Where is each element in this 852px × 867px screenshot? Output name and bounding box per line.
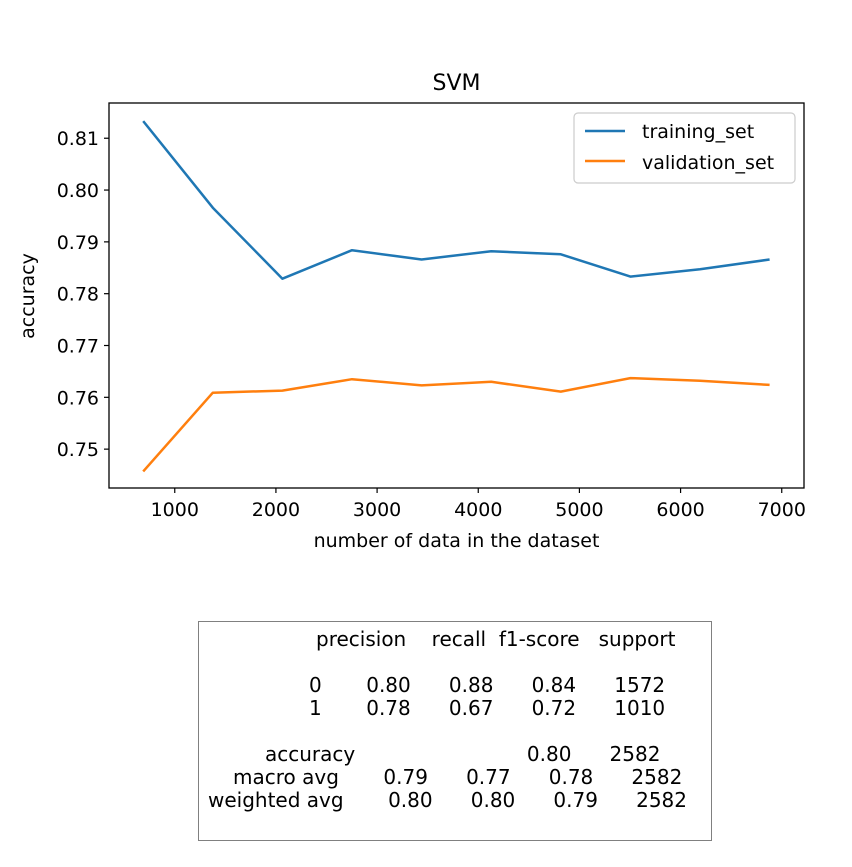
x-tick-label: 2000 xyxy=(252,499,300,521)
y-tick-label: 0.80 xyxy=(57,180,99,202)
report-header: precision recall f1-score support xyxy=(316,627,676,651)
plot-area-frame xyxy=(108,102,805,489)
x-tick-label: 1000 xyxy=(151,499,199,521)
report-accuracy: accuracy 0.80 2582 xyxy=(265,742,661,766)
x-tick-label: 4000 xyxy=(454,499,502,521)
x-tick-label: 5000 xyxy=(555,499,603,521)
x-tick-label: 7000 xyxy=(758,499,806,521)
y-tick-label: 0.75 xyxy=(57,439,99,461)
series-line-training-set xyxy=(142,120,770,280)
x-axis-label: number of data in the dataset xyxy=(314,530,600,552)
report-macro-avg: macro avg 0.79 0.77 0.78 2582 xyxy=(233,765,683,789)
report-row-0: 0 0.80 0.88 0.84 1572 xyxy=(309,673,666,697)
y-tick-label: 0.78 xyxy=(57,284,99,306)
y-tick-label: 0.79 xyxy=(57,232,99,254)
x-tick-label: 6000 xyxy=(656,499,704,521)
y-tick-label: 0.77 xyxy=(57,336,99,358)
y-tick-label: 0.81 xyxy=(57,128,99,150)
legend-label-validation-set: validation_set xyxy=(642,152,774,174)
report-row-1: 1 0.78 0.67 0.72 1010 xyxy=(309,696,666,720)
chart-title: SVM xyxy=(433,71,481,96)
x-tick-label: 3000 xyxy=(353,499,401,521)
series-line-validation-set xyxy=(142,376,770,473)
report-weighted-avg: weighted avg 0.80 0.80 0.79 2582 xyxy=(208,788,688,812)
legend-box xyxy=(573,112,796,184)
line-chart: SVM 1000 2000 3000 4000 5000 6000 7000 0.75 0.76… xyxy=(17,71,806,552)
y-tick-label: 0.76 xyxy=(57,387,99,409)
classification-report: precision recall f1-score support 0 0.80… xyxy=(198,621,712,841)
y-axis-label: accuracy xyxy=(17,253,39,339)
legend-label-training-set: training_set xyxy=(642,121,754,143)
legend: training_set validation_set xyxy=(573,112,796,184)
